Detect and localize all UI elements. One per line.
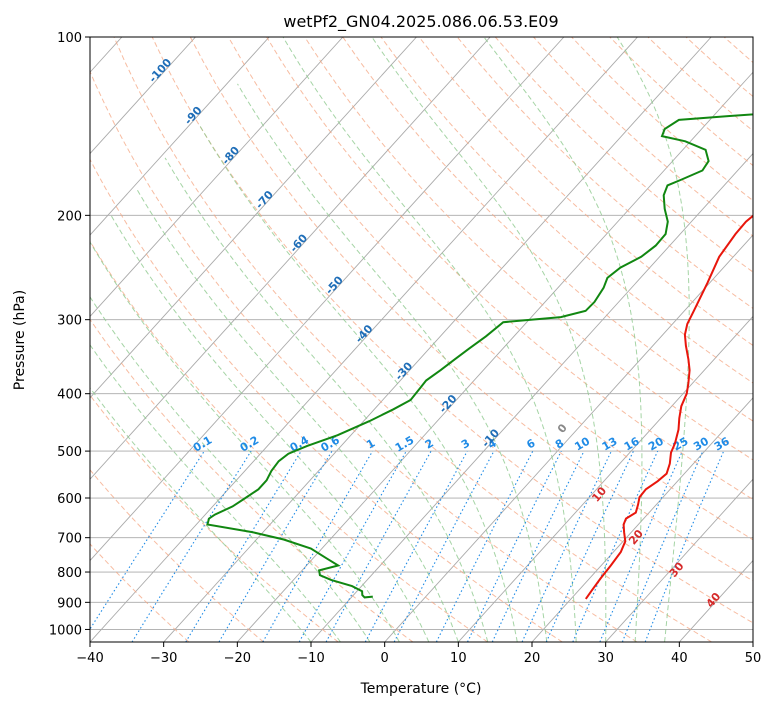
dry-adiabat-line: [227, 37, 753, 541]
isotherm-line: [90, 37, 417, 399]
isotherm-line: [384, 234, 753, 642]
isotherm-line: [90, 37, 638, 642]
mixing-ratio-line: [644, 450, 725, 642]
dry-adiabat-line: [342, 37, 753, 422]
dry-adiabat-line: [456, 37, 753, 310]
mixing-ratio-line: [364, 450, 468, 642]
isotherm-line: [90, 37, 270, 236]
axes: −40 −30 −20 −10 0 10 20 30 40 50 100 200 300 400 500 60…: [49, 31, 761, 666]
dry-adiabat-line: [90, 240, 488, 642]
moist-adiabat-line: [616, 37, 690, 642]
moist-adiabat-line: [90, 241, 400, 642]
isotherm-line: [90, 37, 196, 155]
x-tick-label: −10: [297, 651, 324, 666]
chart-title: wetPf2_GN04.2025.086.06.53.E09: [283, 12, 558, 32]
dry-adiabat-line: [266, 37, 753, 501]
dry-adiabat-line: [418, 37, 753, 347]
dry-adiabat-line: [304, 37, 753, 461]
y-tick-label: 100: [57, 31, 82, 46]
y-tick-label: 800: [57, 566, 82, 581]
dry-adiabat-line: [189, 37, 753, 582]
moist-adiabat-line: [90, 387, 312, 642]
isotherm-line: [236, 71, 753, 642]
isotherm-line: [90, 37, 344, 318]
x-tick-label: 20: [524, 651, 541, 666]
moist-adiabat-line: [282, 37, 577, 642]
mixing-ratio-line: [621, 450, 704, 642]
dry-adiabat-line: [113, 37, 712, 642]
x-tick-label: −20: [224, 651, 251, 666]
moist-adiabat-line: [483, 37, 643, 642]
mixing-ratio-line: [467, 450, 562, 642]
moist-adiabat-line: [90, 344, 341, 642]
y-tick-label: 300: [57, 314, 82, 329]
y-tick-label: 400: [57, 388, 82, 403]
y-tick-label: 200: [57, 209, 82, 224]
isotherm-line: [531, 397, 753, 642]
x-tick-label: 40: [671, 651, 688, 666]
mixing-ratio-line: [572, 450, 659, 642]
dewpoint-profile: [206, 113, 753, 599]
y-tick-label: 700: [57, 532, 82, 547]
y-tick-label: 1000: [49, 623, 82, 638]
isotherm-line: [457, 315, 753, 642]
mixing-ratio-line: [435, 450, 534, 642]
temperature-profile: [584, 214, 753, 600]
moist-adiabat-line: [198, 123, 518, 642]
y-axis-title: Pressure (hPa): [12, 290, 28, 390]
x-tick-label: −30: [150, 651, 177, 666]
x-tick-label: 30: [597, 651, 614, 666]
isotherm-line: [90, 37, 565, 562]
x-tick-label: 0: [381, 651, 389, 666]
y-tick-label: 900: [57, 596, 82, 611]
mixing-ratio-line: [599, 450, 683, 642]
dry-adiabat-line: [151, 37, 753, 624]
x-tick-label: 10: [450, 651, 467, 666]
isotherm-line: [90, 37, 491, 480]
mixing-ratio-line: [90, 450, 205, 631]
moist-adiabat-line: [110, 215, 430, 642]
plot-frame: [89, 36, 754, 643]
dry-adiabat-line: [90, 158, 563, 642]
x-tick-label: −40: [76, 651, 103, 666]
y-tick-label: 600: [57, 492, 82, 507]
mixing-ratio-line: [185, 450, 302, 642]
isotherm-line: [605, 478, 753, 642]
moist-adiabat-line: [164, 157, 489, 642]
mixing-ratio-line: [298, 450, 407, 642]
x-axis-title: Temperature (°C): [360, 681, 482, 697]
dry-adiabat-line: [90, 469, 264, 642]
moist-adiabat-line: [135, 187, 459, 642]
mixing-ratio-line: [325, 450, 432, 642]
moist-adiabat-line: [371, 37, 607, 642]
x-tick-label: 50: [745, 651, 762, 666]
y-tick-label: 500: [57, 445, 82, 460]
